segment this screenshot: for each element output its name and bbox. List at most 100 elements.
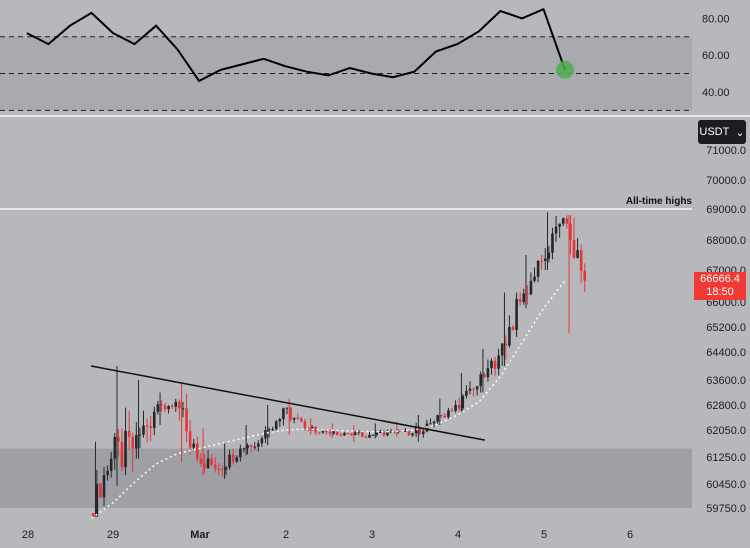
- candle-body: [138, 434, 142, 436]
- candle-body: [152, 411, 156, 428]
- candle-body: [429, 423, 432, 425]
- candle-body: [343, 433, 346, 436]
- candle-body: [217, 468, 221, 470]
- time-tick-label: 28: [22, 529, 34, 541]
- price-tick-label: 68000.0: [706, 235, 746, 247]
- candle-countdown: 18:50: [706, 286, 734, 298]
- candle-body: [497, 355, 500, 369]
- candle-body: [447, 410, 450, 418]
- candle-body: [109, 458, 113, 471]
- candle-body: [246, 445, 249, 449]
- candle-body: [529, 280, 533, 295]
- candle-body: [450, 410, 454, 412]
- candle-body: [242, 448, 246, 450]
- candle-body: [353, 432, 357, 436]
- candle-body: [475, 386, 479, 390]
- candle-body: [418, 427, 422, 435]
- candle-body: [411, 433, 414, 436]
- candle-body: [156, 404, 160, 412]
- price-tick-label: 69000.0: [706, 204, 746, 216]
- time-tick-label: Mar: [190, 529, 210, 541]
- candle-body: [561, 218, 565, 224]
- candle-body: [213, 464, 217, 469]
- price-tick-label: 66000.0: [706, 297, 746, 309]
- candle-body: [364, 436, 368, 438]
- candle-body: [454, 405, 457, 411]
- candle-body: [124, 430, 127, 468]
- candle-body: [579, 250, 583, 271]
- moving-average-line: [91, 280, 566, 519]
- candle-body: [533, 276, 536, 281]
- candle-body: [267, 429, 271, 431]
- candle-body: [508, 326, 511, 346]
- time-tick-label: 3: [369, 529, 375, 541]
- candle-body: [382, 431, 386, 436]
- candle-body: [439, 415, 443, 417]
- price-tick-label: 65200.0: [706, 322, 746, 334]
- candle-body: [361, 431, 364, 437]
- candle-body: [196, 443, 199, 459]
- chevron-down-icon: ⌄: [735, 126, 745, 139]
- candle-body: [91, 513, 95, 517]
- candle-body: [386, 431, 389, 436]
- candle-body: [483, 374, 486, 378]
- candle-body: [558, 223, 561, 227]
- candle-body: [472, 388, 475, 390]
- time-tick-label: 5: [541, 529, 547, 541]
- candle-body: [120, 441, 124, 468]
- candle-body: [163, 405, 167, 410]
- price-tick-label: 64400.0: [706, 347, 746, 359]
- candle-body: [303, 421, 307, 429]
- candle-body: [500, 343, 504, 356]
- candle-body: [321, 431, 325, 433]
- candle-body: [335, 431, 339, 435]
- candle-body: [170, 405, 174, 407]
- candle-body: [203, 463, 206, 469]
- candle-body: [443, 415, 447, 418]
- candle-body: [271, 429, 274, 431]
- candle-body: [515, 298, 518, 330]
- candle-body: [461, 395, 465, 409]
- candle-body: [422, 431, 425, 435]
- candle-body: [486, 368, 490, 378]
- candle-body: [106, 470, 109, 476]
- oscillator-marker: [556, 60, 575, 79]
- price-tick-label: 62050.0: [706, 425, 746, 437]
- candle-body: [117, 436, 120, 442]
- candle-body: [569, 223, 572, 240]
- candle-body: [350, 433, 353, 436]
- last-price-value: 66666.4: [700, 273, 740, 285]
- candle-body: [307, 428, 310, 431]
- candle-body: [249, 445, 253, 447]
- price-tick-label: 70000.0: [706, 175, 746, 187]
- candle-body: [551, 233, 554, 253]
- candle-body: [149, 426, 152, 428]
- candle-body: [256, 443, 260, 447]
- price-tick-label: 61250.0: [706, 452, 746, 464]
- candle-body: [565, 218, 569, 224]
- candle-body: [131, 436, 135, 449]
- currency-selector-button[interactable]: USDT ⌄: [698, 120, 746, 144]
- time-tick-label: 2: [283, 529, 289, 541]
- candle-body: [289, 407, 292, 420]
- candle-body: [547, 252, 551, 259]
- candle-body: [210, 458, 213, 465]
- price-tick-label: 62800.0: [706, 400, 746, 412]
- price-tick-label: 71000.0: [706, 145, 746, 157]
- candle-body: [432, 421, 436, 424]
- all-time-high-label: All-time highs: [626, 196, 693, 207]
- candle-body: [167, 405, 170, 410]
- time-tick-label: 6: [627, 529, 633, 541]
- descending-trendline: [90, 365, 486, 441]
- time-tick-label: 29: [107, 529, 119, 541]
- candle-body: [375, 432, 378, 435]
- oscillator-line: [26, 7, 566, 83]
- candle-body: [511, 326, 515, 330]
- price-tick-label: 59750.0: [706, 503, 746, 515]
- candle-body: [181, 408, 185, 410]
- candle-body: [526, 293, 529, 295]
- candle-body: [221, 468, 224, 470]
- candle-body: [127, 430, 131, 437]
